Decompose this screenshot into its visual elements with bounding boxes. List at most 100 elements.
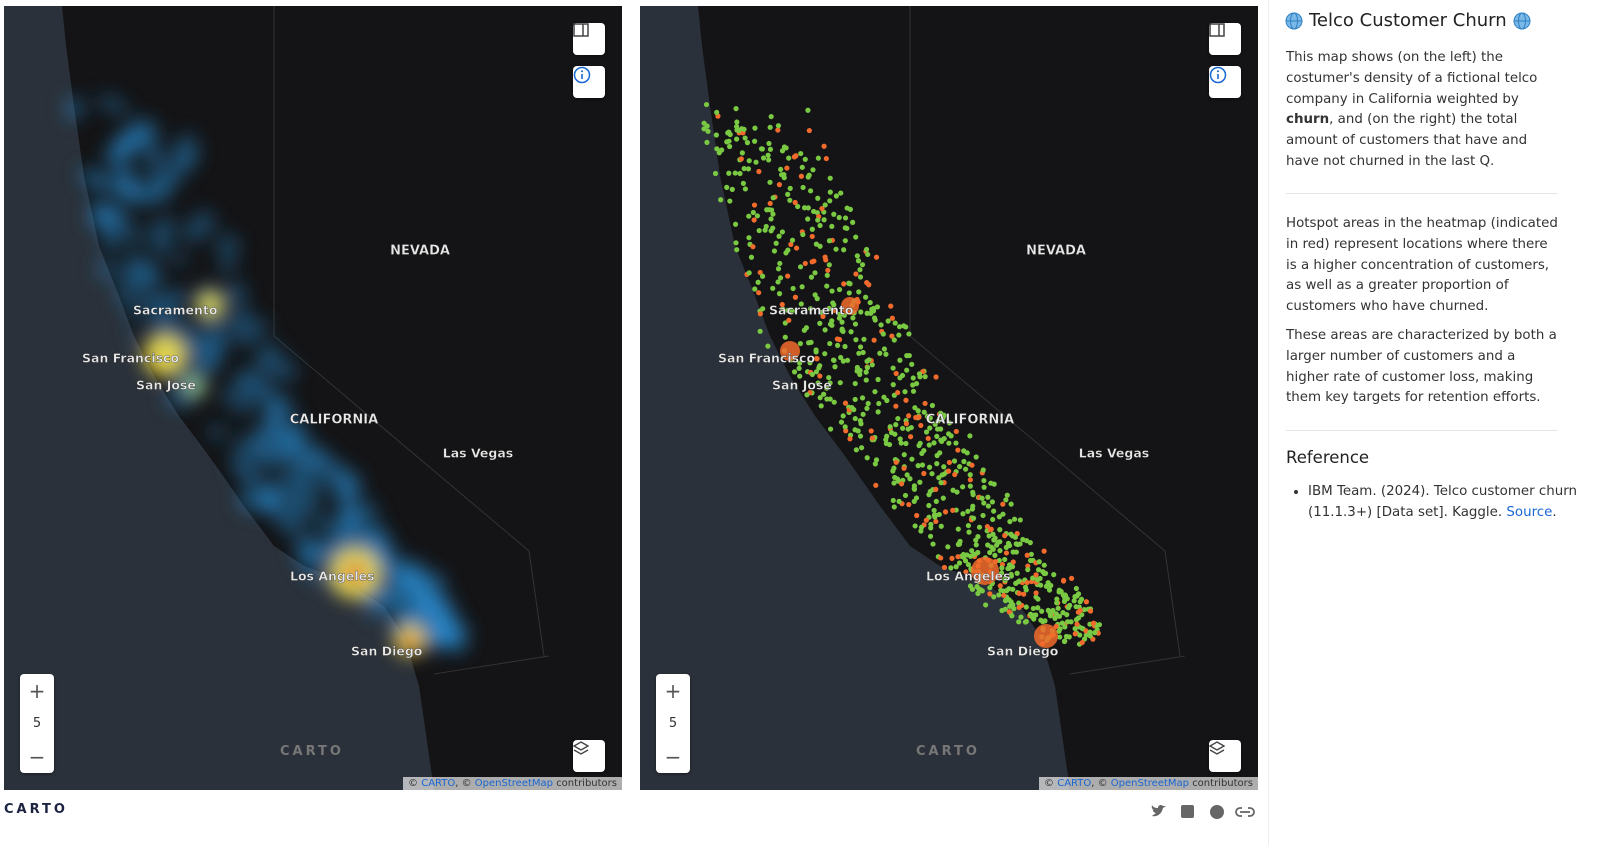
customer-point [961, 458, 967, 465]
customer-point [852, 396, 858, 403]
customer-point [807, 188, 814, 194]
panel-toggle-button[interactable] [573, 23, 605, 55]
linkedin-icon[interactable] [1181, 805, 1194, 818]
customer-point [857, 267, 863, 273]
attribution-link[interactable]: CARTO [421, 778, 456, 789]
customer-point [765, 152, 771, 158]
customer-point [1014, 570, 1020, 576]
customer-point [939, 438, 945, 445]
customer-point [779, 229, 786, 235]
customer-point [941, 412, 947, 418]
heat-blob [131, 125, 151, 145]
twitter-icon[interactable] [1151, 804, 1166, 817]
zoom-out[interactable]: − [28, 744, 46, 769]
customer-point [991, 481, 997, 487]
source-link[interactable]: Source [1506, 504, 1553, 520]
customer-point [853, 234, 859, 240]
customer-point [893, 403, 899, 409]
customer-point [757, 269, 763, 276]
zoom-in[interactable]: + [28, 678, 46, 703]
customer-point [965, 522, 972, 529]
customer-point [826, 262, 832, 268]
attribution-link[interactable]: CARTO [1057, 778, 1092, 789]
customer-point [861, 336, 867, 342]
customer-point [824, 283, 830, 289]
customer-point [946, 459, 953, 466]
customer-point [960, 511, 966, 517]
customer-point [890, 365, 896, 371]
customer-point [837, 311, 843, 317]
customer-point [765, 343, 771, 349]
heat-blob [232, 371, 256, 395]
customer-point [830, 357, 837, 363]
customer-point [1059, 620, 1065, 626]
points-map[interactable]: NEVADA CALIFORNIA Las Vegas Sacramento San F… [640, 6, 1258, 790]
zoom-out[interactable]: − [664, 744, 682, 769]
customer-point [955, 447, 961, 453]
customer-point [1061, 638, 1068, 645]
customer-point [854, 368, 860, 374]
customer-point [789, 237, 796, 243]
customer-point [997, 539, 1003, 545]
zoom-in[interactable]: + [664, 678, 682, 703]
footer-logo: CARTO [4, 802, 68, 817]
panel-toggle-button[interactable] [1209, 23, 1241, 55]
customer-point [748, 254, 755, 260]
customer-point [888, 430, 895, 436]
customer-point [843, 428, 849, 434]
paragraph: Hotspot areas in the heatmap (indicated … [1286, 216, 1558, 315]
customer-point [814, 356, 820, 362]
heat-blob [96, 207, 119, 231]
customer-point [881, 346, 888, 352]
heat-blob [173, 252, 188, 268]
customer-point [785, 191, 791, 197]
customer-point [880, 331, 886, 337]
customer-point [970, 492, 976, 498]
heat-blob [77, 166, 93, 182]
link-icon[interactable] [1235, 807, 1255, 817]
customer-point [733, 240, 739, 246]
customer-point [1013, 549, 1020, 555]
customer-point [796, 365, 802, 371]
layers-button[interactable] [1209, 740, 1241, 772]
attribution-link[interactable]: OpenStreetMap [474, 778, 553, 789]
customer-point [931, 440, 937, 446]
customer-point [768, 216, 774, 222]
customer-point [791, 369, 798, 375]
info-button[interactable] [1209, 66, 1241, 98]
heatmap-map[interactable]: NEVADA CALIFORNIA Las Vegas Sacramento San F… [4, 6, 622, 790]
customer-point [980, 512, 986, 519]
customer-point [805, 216, 811, 222]
customer-point [795, 203, 801, 210]
customer-point [1033, 572, 1039, 578]
customer-point [1003, 550, 1010, 556]
customer-point [858, 421, 864, 427]
customer-point [996, 592, 1002, 598]
attribution-link[interactable]: OpenStreetMap [1110, 778, 1189, 789]
customer-point [950, 507, 956, 513]
customer-point [810, 167, 816, 173]
customer-point [841, 312, 847, 318]
layers-button[interactable] [573, 740, 605, 772]
customer-point [917, 479, 923, 485]
heat-blob [150, 233, 174, 258]
customer-point [903, 397, 909, 403]
customer-point [776, 233, 782, 239]
customer-point [857, 344, 864, 350]
customer-point [1061, 577, 1067, 583]
info-button[interactable] [573, 66, 605, 98]
heat-blob [161, 293, 185, 317]
customer-point [759, 273, 766, 279]
zoom-control: +5 − [20, 674, 54, 773]
customer-point [785, 273, 791, 279]
customer-point [753, 159, 759, 165]
customer-point [827, 175, 833, 181]
customer-point [973, 542, 979, 548]
customer-point [891, 480, 897, 486]
customer-point [1028, 551, 1034, 557]
customer-point [896, 498, 902, 504]
facebook-icon[interactable] [1210, 805, 1224, 819]
customer-point [953, 564, 959, 570]
customer-point [933, 498, 939, 504]
